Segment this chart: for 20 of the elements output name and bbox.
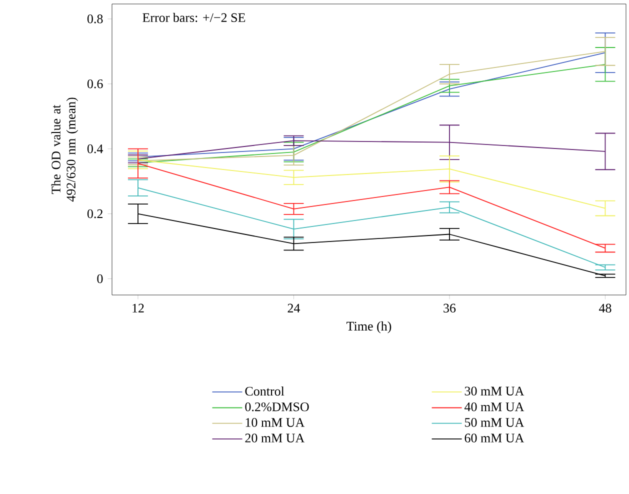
legend-label: 60 mM UA bbox=[464, 434, 524, 442]
legend-label: Control bbox=[245, 386, 284, 396]
legend-label: 30 mM UA bbox=[464, 386, 524, 396]
legend-label: 20 mM UA bbox=[245, 434, 305, 442]
x-tick-label: 48 bbox=[598, 304, 612, 313]
annotation: Error bars: +/−2 SE bbox=[142, 12, 246, 22]
legend-label: 10 mM UA bbox=[246, 418, 305, 427]
x-axis-title: Time (h) bbox=[346, 321, 392, 334]
legend-label: 0.2%DMSO bbox=[245, 402, 309, 412]
y-tick-label: 0.2 bbox=[87, 209, 102, 218]
y-tick-label: 0.6 bbox=[87, 79, 103, 88]
legend-label: 50 mM UA bbox=[465, 418, 524, 427]
legend-label: 40 mM UA bbox=[464, 402, 524, 412]
y-tick-label: 0.4 bbox=[87, 144, 104, 154]
y-tick-label: 0.8 bbox=[87, 14, 103, 24]
x-tick-label: 36 bbox=[444, 304, 456, 313]
x-tick-label: 24 bbox=[288, 304, 300, 312]
x-tick-label: 12 bbox=[132, 304, 144, 312]
y-axis-title: The OD value at 492/630 nm (mean) bbox=[51, 98, 78, 202]
y-tick-label: 0 bbox=[97, 274, 103, 284]
